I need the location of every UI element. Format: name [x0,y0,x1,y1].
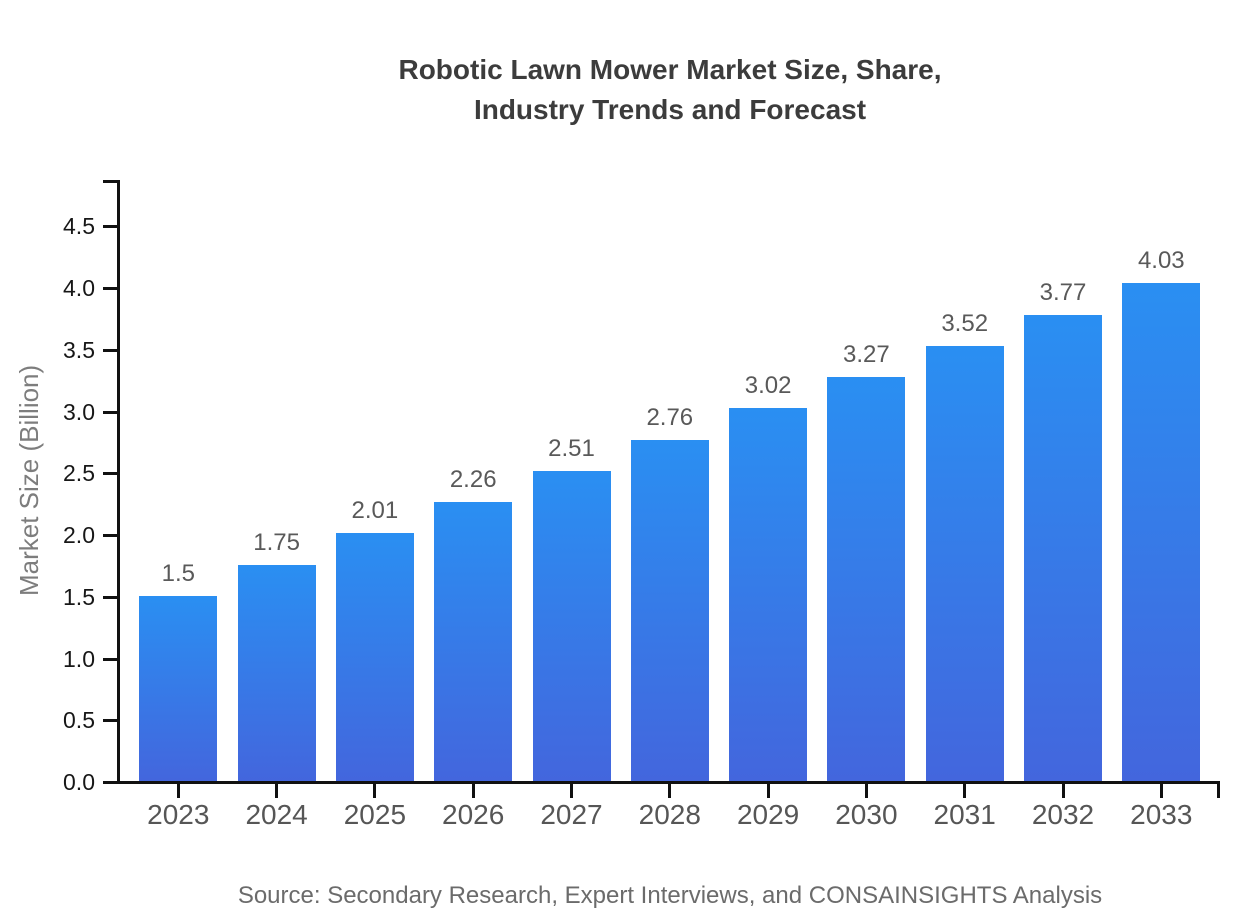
x-tick-label: 2030 [835,799,898,830]
y-tick-label: 1.5 [63,583,95,610]
bar [139,596,218,781]
x-tick-label: 2029 [736,799,800,830]
bar-value-label: 3.02 [744,372,792,399]
bar [729,408,808,781]
bar-value-label: 3.77 [1039,279,1087,306]
y-tick-label: 1.0 [63,645,95,672]
bar [335,533,414,781]
bar-value-label: 2.76 [646,404,694,431]
bar [630,440,709,781]
bar [1024,315,1102,781]
x-axis-spine [117,781,1220,784]
y-tick [103,348,117,352]
x-tick [373,784,377,798]
x-tick [570,784,573,798]
y-tick [103,781,117,784]
bar [237,565,316,781]
x-tick-label: 2032 [1031,799,1095,830]
y-axis-end-cap [103,180,117,183]
x-tick [1061,784,1065,798]
x-tick [963,784,967,798]
x-tick [668,784,672,798]
y-tick-label: 0.0 [63,769,95,795]
bar-value-label: 2.26 [449,466,497,493]
y-tick-label: 4.0 [63,275,95,301]
bar [1122,283,1201,781]
y-tick [103,225,117,229]
bar-value-label: 3.27 [843,341,890,368]
bar-value-label: 3.52 [941,310,989,337]
x-tick-label: 2024 [245,799,308,830]
y-tick [103,410,117,414]
x-tick-label: 2028 [638,799,701,830]
source-note: Source: Secondary Research, Expert Inter… [237,882,1103,909]
bar [532,471,611,781]
x-tick [275,784,279,798]
x-tick-label: 2033 [1130,799,1193,830]
y-tick [103,472,117,476]
x-tick [176,784,180,798]
bar-value-label: 1.5 [161,560,195,587]
y-tick-label: 3.0 [63,398,95,425]
x-tick-label: 2023 [147,799,210,830]
x-tick-label: 2027 [540,799,603,830]
y-tick-label: 2.0 [63,522,95,548]
chart-title: Robotic Lawn Mower Market Size, Share, I… [120,50,1220,130]
bar-value-label: 4.03 [1137,247,1185,274]
y-tick [103,595,117,599]
bar [434,502,513,781]
y-axis-spine [117,180,120,784]
y-tick [103,534,117,537]
bar [827,377,906,781]
x-tick-label: 2031 [933,799,996,830]
y-tick [103,657,117,661]
bar-value-label: 2.01 [351,497,399,524]
x-tick [471,784,475,798]
chart-title-line2: Industry Trends and Forecast [473,94,867,125]
x-tick-label: 2026 [442,799,505,830]
x-tick [1159,784,1163,798]
y-tick [103,719,117,723]
chart-title-line1: Robotic Lawn Mower Market Size, Share, [398,54,942,85]
bar [925,346,1004,781]
y-tick-label: 2.5 [63,460,95,487]
y-tick-label: 3.5 [63,336,95,363]
x-tick-label: 2025 [343,799,407,830]
y-tick-label: 4.5 [63,213,95,240]
bar-value-label: 2.51 [548,435,595,462]
x-axis-end-cap [1217,784,1220,798]
y-tick-label: 0.5 [63,707,95,734]
y-tick [103,287,117,290]
bar-value-label: 1.75 [253,529,300,556]
x-tick [766,784,770,798]
x-tick [864,784,868,798]
